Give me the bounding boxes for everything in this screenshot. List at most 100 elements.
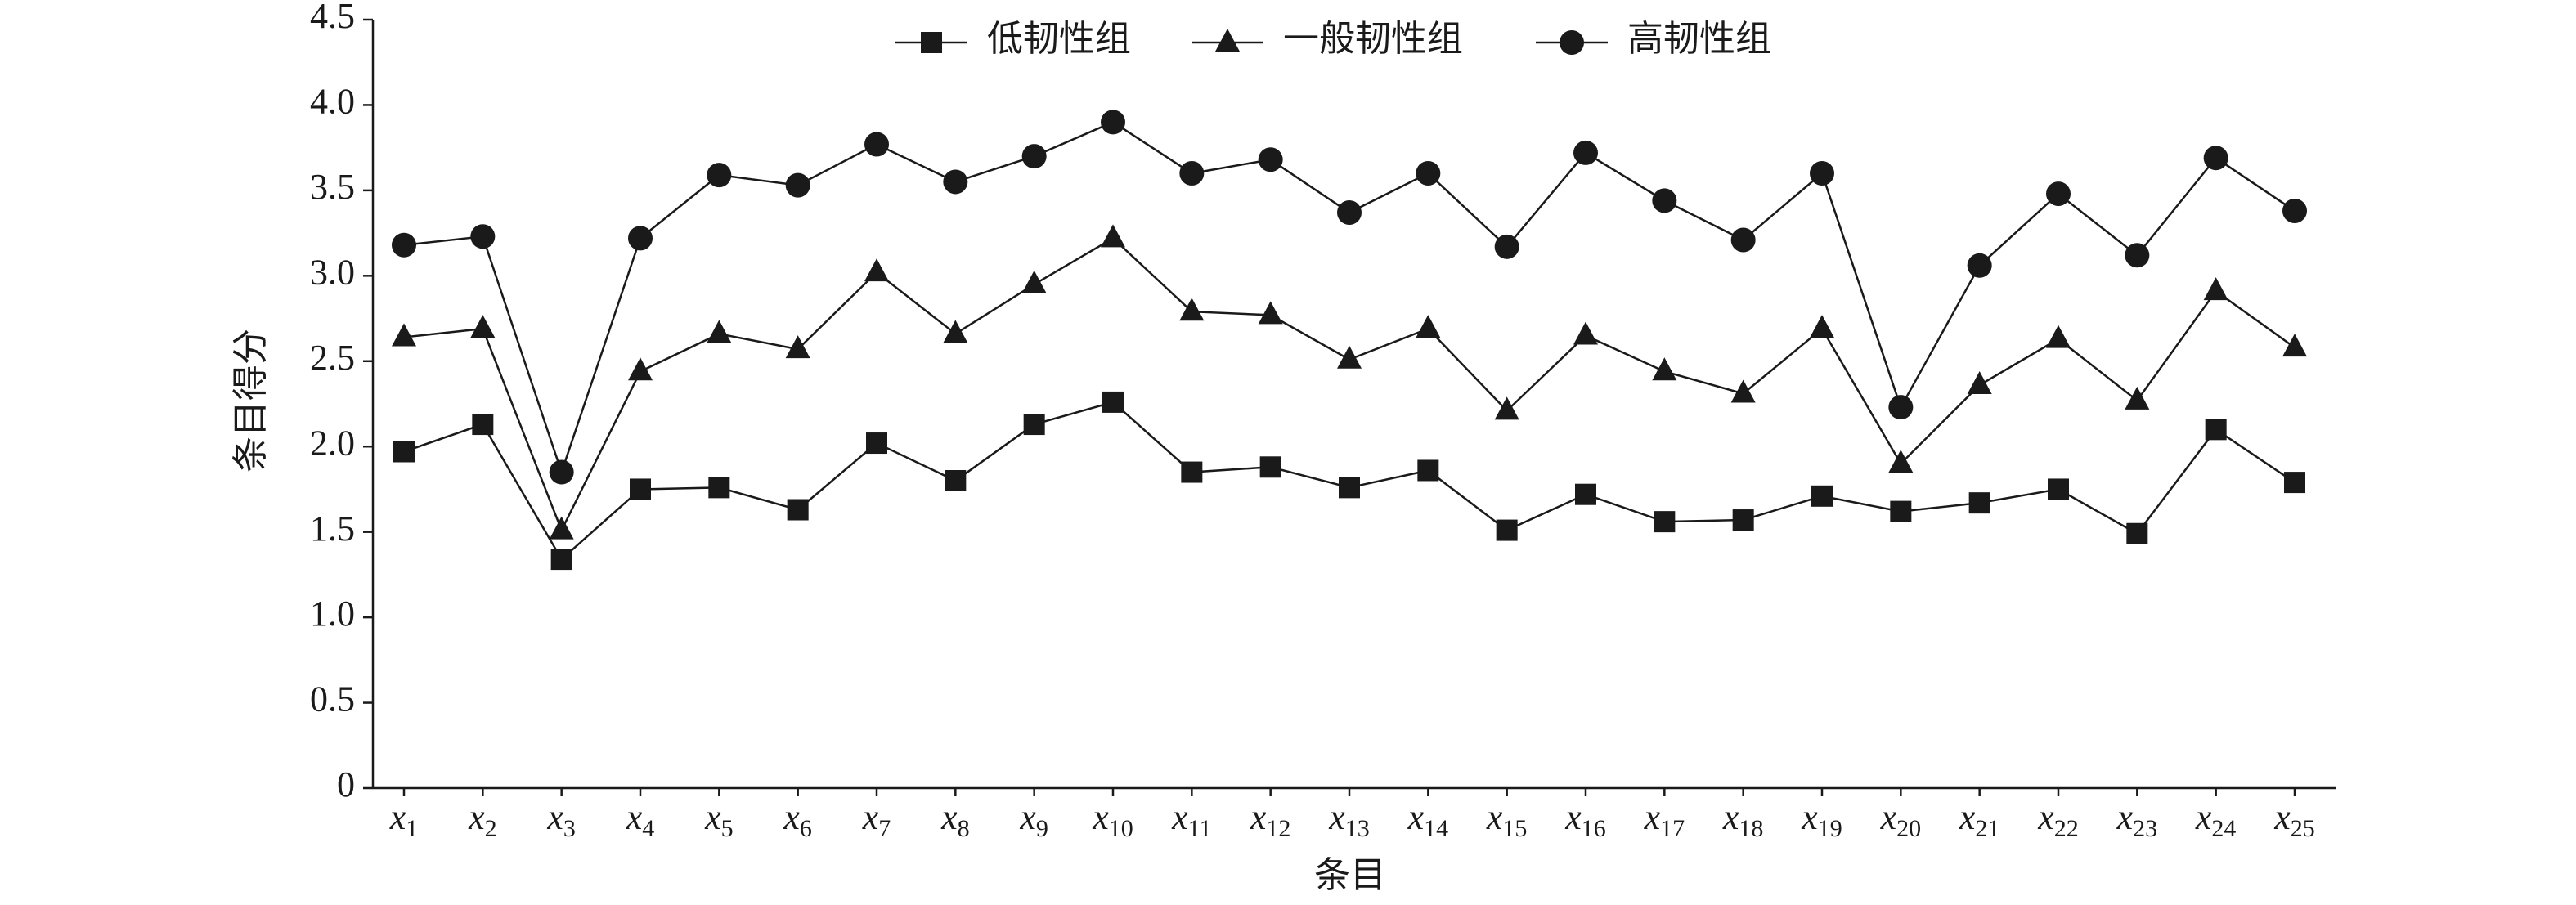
x-tick-label: x25 [2273,797,2315,842]
x-tick-label: x6 [783,797,812,842]
marker-square [1181,461,1203,483]
marker-square [630,478,651,500]
x-tick-label: x9 [1019,797,1048,842]
marker-square [1968,492,1990,514]
x-tick-label: x3 [546,797,576,842]
marker-square [1732,509,1754,531]
x-tick-label: x11 [1171,797,1211,842]
series-line [403,120,2296,476]
marker-triangle [1101,224,1125,248]
y-tick-label: 4.0 [310,82,355,122]
marker-circle [1560,30,1584,55]
x-tick-label: x21 [1959,797,2000,842]
marker-square [1023,414,1045,436]
y-tick-label: 2.0 [310,423,355,463]
marker-square [550,549,572,571]
x-tick-label: x23 [2116,797,2158,842]
marker-circle [1101,110,1125,135]
marker-triangle [1179,298,1205,321]
marker-square [866,432,887,455]
marker-circle [1967,253,1992,278]
marker-triangle [2046,325,2071,348]
y-tick-label: 1.5 [310,509,355,549]
marker-circle [1888,395,1914,420]
x-tick-label: x22 [2037,797,2079,842]
marker-triangle [628,357,653,381]
marker-square [2048,478,2069,500]
marker-triangle [470,315,496,338]
marker-circle [2125,243,2150,268]
marker-circle [470,224,496,249]
marker-triangle [785,335,810,359]
marker-circle [1337,200,1362,226]
marker-triangle [2125,386,2150,410]
marker-circle [549,459,574,485]
marker-circle [1730,227,1756,253]
marker-triangle [707,320,732,343]
x-tick-label: x13 [1328,797,1370,842]
marker-triangle [1215,29,1240,52]
marker-square [921,32,942,53]
marker-triangle [2282,334,2307,357]
marker-triangle [1652,357,1677,381]
marker-circle [1416,161,1441,186]
marker-square [472,414,494,436]
marker-square [1890,500,1912,522]
marker-circle [2046,181,2071,207]
marker-circle [2282,198,2307,223]
marker-square [1811,485,1833,507]
x-tick-label: x8 [940,797,970,842]
marker-square [2205,419,2227,441]
marker-circle [1179,161,1205,186]
x-tick-label: x5 [704,797,734,842]
legend-label: 高韧性组 [1627,19,1771,59]
marker-circle [2203,146,2228,171]
marker-circle [1258,147,1283,172]
marker-circle [1021,144,1047,169]
x-tick-label: x2 [468,797,497,842]
marker-triangle [392,323,416,347]
marker-square [2284,472,2305,494]
marker-square [1339,477,1360,499]
marker-square [787,499,809,521]
marker-triangle [864,258,889,282]
marker-triangle [1494,396,1519,420]
marker-square [393,441,415,463]
marker-circle [864,132,889,157]
y-tick-label: 4.5 [310,0,355,36]
marker-circle [707,163,732,188]
marker-triangle [1021,270,1047,293]
y-tick-label: 0.5 [310,679,355,719]
x-axis-label: 条目 [1314,855,1386,895]
x-tick-label: x24 [2195,797,2237,842]
marker-circle [1652,188,1677,213]
marker-circle [1810,161,1834,186]
x-tick-label: x7 [862,797,891,842]
y-tick-label: 0 [337,764,355,804]
marker-square [1102,391,1124,413]
marker-triangle [1967,371,1992,395]
marker-triangle [549,516,574,540]
marker-square [1417,459,1439,482]
x-tick-label: x20 [1880,797,1922,842]
marker-triangle [1258,301,1283,325]
y-tick-label: 2.5 [310,338,355,378]
marker-triangle [2203,277,2228,301]
marker-triangle [943,320,968,343]
marker-circle [1573,140,1598,165]
x-tick-label: x15 [1486,797,1528,842]
marker-square [1575,483,1596,505]
marker-circle [392,232,416,258]
legend-label: 一般韧性组 [1283,19,1463,59]
x-tick-label: x10 [1092,797,1133,842]
y-axis-label: 条目得分 [231,329,271,473]
marker-circle [943,169,968,195]
marker-circle [1494,234,1519,259]
marker-square [945,470,967,491]
marker-square [2126,522,2148,544]
x-tick-label: x1 [389,797,419,842]
marker-square [708,477,730,499]
y-tick-label: 3.0 [310,252,355,292]
